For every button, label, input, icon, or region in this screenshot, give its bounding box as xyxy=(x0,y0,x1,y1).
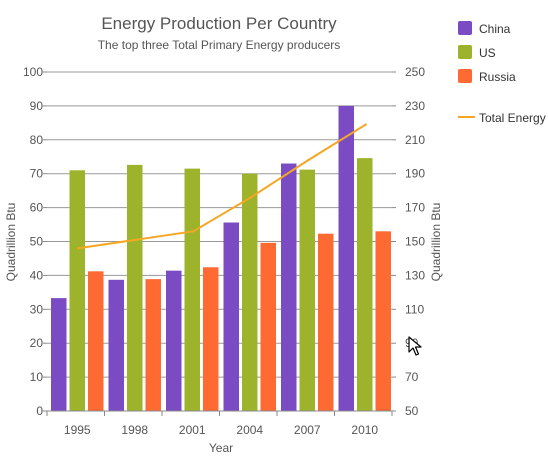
bar-china xyxy=(51,298,67,411)
bar-us xyxy=(184,168,200,411)
y2-tick-label: 190 xyxy=(405,167,425,181)
legend-label-total-energy: Total Energy xyxy=(479,111,546,125)
x-tick-label: 2004 xyxy=(236,423,263,437)
bar-china xyxy=(281,163,297,411)
gridlines xyxy=(43,71,396,412)
bar-china xyxy=(166,270,182,411)
y2-tick-label: 50 xyxy=(405,404,419,418)
bar-russia xyxy=(375,231,391,411)
total-energy-point xyxy=(134,238,137,242)
left-axis-ticks: 0 10 20 30 40 50 60 70 80 90 100 xyxy=(23,65,43,418)
total-energy-point xyxy=(77,247,80,250)
bar-us xyxy=(299,169,315,411)
y-axis-title: Quadrillion Btu xyxy=(4,203,18,282)
total-energy-point xyxy=(364,123,367,126)
legend-label-us: US xyxy=(479,46,496,60)
y-tick-label: 90 xyxy=(30,99,44,113)
bar-russia xyxy=(203,267,219,411)
y-tick-label: 60 xyxy=(30,201,44,215)
y-tick-label: 100 xyxy=(23,65,43,79)
y-tick-label: 50 xyxy=(30,235,44,249)
y2-tick-label: 150 xyxy=(405,235,425,249)
bar-russia xyxy=(88,271,104,411)
bar-russia xyxy=(318,233,334,411)
x-tick-label: 1998 xyxy=(121,423,148,437)
legend-swatch-us xyxy=(458,45,472,59)
y-tick-label: 70 xyxy=(30,167,44,181)
bar-us xyxy=(69,170,85,411)
x-axis-ticks: 1995 1998 2001 2004 2007 2010 xyxy=(46,411,393,437)
x-tick-label: 2007 xyxy=(294,423,321,437)
total-energy-point xyxy=(307,158,310,162)
legend-swatch-russia xyxy=(458,69,472,83)
legend-label-china: China xyxy=(479,22,511,36)
total-energy-line-path xyxy=(78,123,367,250)
y2-axis-title: Quadrillion Btu xyxy=(429,203,443,282)
y2-tick-label: 250 xyxy=(405,65,425,79)
total-energy-point xyxy=(192,230,195,233)
y-tick-label: 40 xyxy=(30,268,44,282)
x-axis-title: Year xyxy=(209,441,233,455)
y-tick-label: 80 xyxy=(30,133,44,147)
y2-tick-label: 70 xyxy=(405,370,419,384)
chart-title: Energy Production Per Country xyxy=(101,14,337,33)
legend-label-russia: Russia xyxy=(479,70,516,84)
bar-us xyxy=(127,164,143,411)
right-axis-ticks: 507090110130150170190210230250 xyxy=(405,65,425,418)
bar-china xyxy=(108,279,124,411)
y-tick-label: 10 xyxy=(30,370,44,384)
y2-tick-label: 230 xyxy=(405,99,425,113)
y-tick-label: 30 xyxy=(30,302,44,316)
bar-us xyxy=(242,173,258,411)
x-tick-label: 1995 xyxy=(64,423,91,437)
legend-swatch-china xyxy=(458,21,472,35)
total-energy-line xyxy=(77,123,367,250)
y2-tick-label: 110 xyxy=(405,302,424,316)
total-energy-point xyxy=(249,196,252,199)
bar-russia xyxy=(260,242,276,411)
y2-tick-label: 130 xyxy=(405,268,425,282)
x-tick-label: 2010 xyxy=(351,423,378,437)
y2-tick-label: 210 xyxy=(405,133,425,147)
y2-tick-label: 170 xyxy=(405,201,425,215)
bar-us xyxy=(357,158,373,411)
bar-china xyxy=(223,222,239,411)
bars xyxy=(51,105,391,412)
bar-russia xyxy=(145,279,161,411)
mouse-cursor-icon xyxy=(408,336,422,356)
y-tick-label: 0 xyxy=(36,404,43,418)
bar-china xyxy=(338,105,354,412)
chart-subtitle: The top three Total Primary Energy produ… xyxy=(98,38,341,52)
y-tick-label: 20 xyxy=(30,336,44,350)
x-tick-label: 2001 xyxy=(179,423,206,437)
legend: China US Russia Total Energy xyxy=(458,21,546,125)
